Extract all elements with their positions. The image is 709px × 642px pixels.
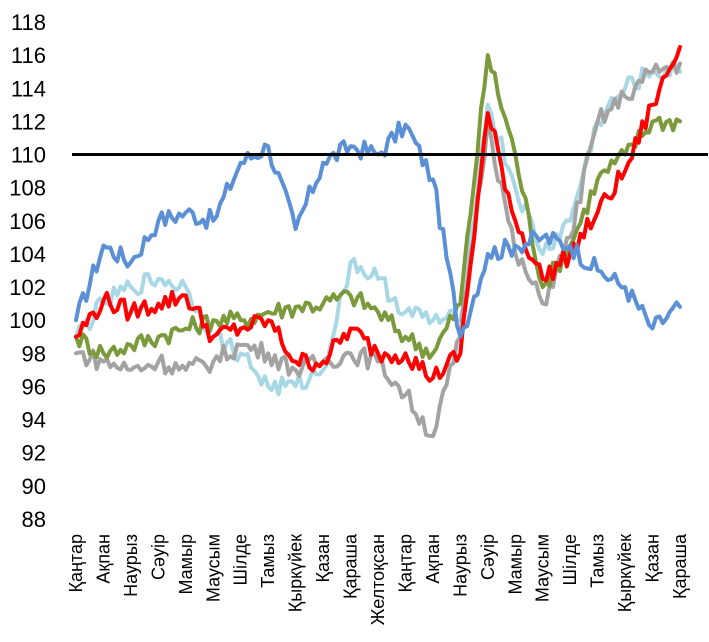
x-tick-label: Наурыз xyxy=(450,534,470,597)
x-tick-label: Қаңтар xyxy=(395,534,415,593)
series-line xyxy=(74,44,682,383)
x-tick-label: Маусым xyxy=(203,534,223,602)
y-tick-label: 90 xyxy=(22,474,46,499)
series-line xyxy=(74,60,682,439)
x-tick-label: Тамыз xyxy=(258,534,278,588)
x-tick-label: Наурыз xyxy=(121,534,141,597)
x-tick-label: Шілде xyxy=(231,534,251,586)
x-tick-label: Қыркүйек xyxy=(286,534,306,612)
y-tick-label: 112 xyxy=(11,109,46,134)
series-line xyxy=(74,53,682,360)
y-tick-label: 104 xyxy=(9,242,46,267)
y-tick-label: 118 xyxy=(11,10,46,35)
y-tick-label: 88 xyxy=(22,507,46,532)
y-tick-label: 102 xyxy=(9,275,46,300)
x-tick-label: Мамыр xyxy=(176,534,196,595)
y-tick-label: 96 xyxy=(22,374,46,399)
x-tick-label: Маусым xyxy=(533,534,553,602)
x-tick-label: Қазан xyxy=(313,534,333,583)
x-tick-label: Қыркүйек xyxy=(615,534,635,612)
x-tick-label: Желтоқсан xyxy=(368,534,388,625)
x-tick-label: Тамыз xyxy=(588,534,608,588)
y-tick-label: 108 xyxy=(9,176,46,201)
y-tick-label: 114 xyxy=(11,76,46,101)
series-layer xyxy=(74,44,682,439)
y-tick-label: 110 xyxy=(11,143,46,168)
y-tick-label: 106 xyxy=(9,209,46,234)
x-tick-label: Қараша xyxy=(341,533,361,599)
series-line xyxy=(74,60,682,397)
x-tick-label: Ақпан xyxy=(93,534,113,584)
x-axis: Қаңтар Ақпан Наурыз Сәуір Мамыр Маусым Шілде Та… xyxy=(66,533,690,625)
x-tick-label: Қаңтар xyxy=(66,534,86,593)
x-tick-label: Мамыр xyxy=(505,534,525,595)
y-tick-label: 100 xyxy=(9,308,46,333)
x-tick-label: Сәуір xyxy=(148,534,168,580)
y-tick-label: 92 xyxy=(22,441,46,466)
x-tick-label: Сәуір xyxy=(478,534,498,580)
y-tick-label: 98 xyxy=(22,341,46,366)
y-axis: 88 90 92 94 96 98 100 102 104 106 108 110 112 114 116 1… xyxy=(9,10,46,532)
x-tick-label: Ақпан xyxy=(423,534,443,584)
y-tick-label: 116 xyxy=(11,43,46,68)
x-tick-label: Шілде xyxy=(560,534,580,586)
y-tick-label: 94 xyxy=(22,408,46,433)
x-tick-label: Қазан xyxy=(643,534,663,583)
x-tick-label: Қараша xyxy=(670,533,690,599)
